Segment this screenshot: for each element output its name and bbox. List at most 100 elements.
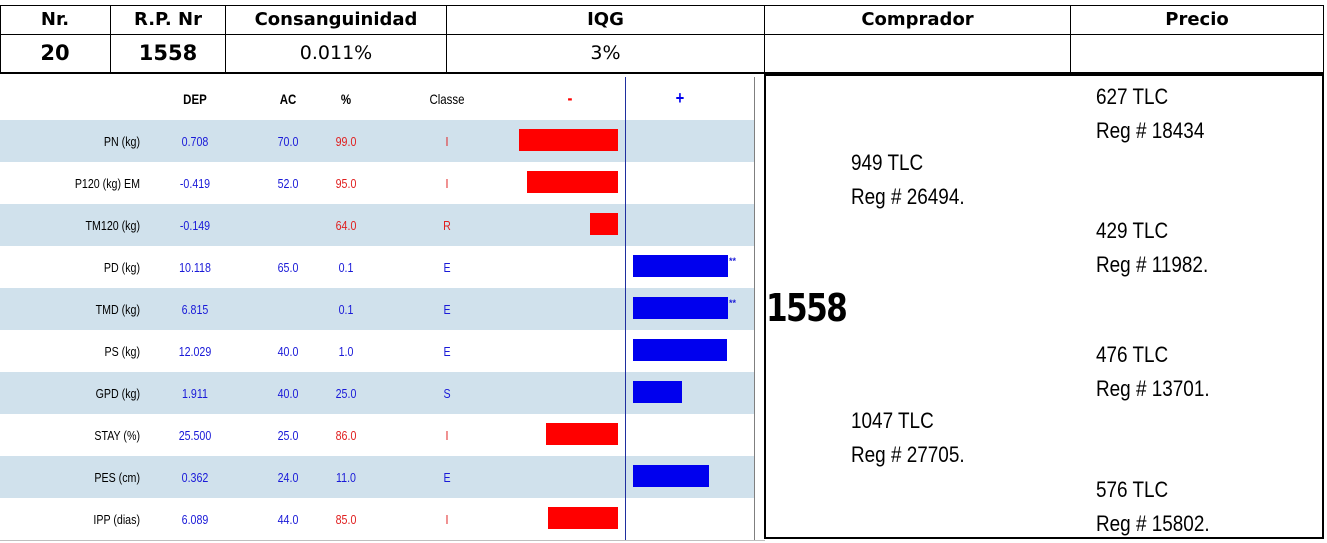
panel-bottom-border <box>0 540 765 541</box>
trait-percentile: 64.0 <box>335 217 357 233</box>
trait-percentile: 85.0 <box>335 511 357 527</box>
trait-accuracy: 65.0 <box>277 259 299 275</box>
trait-row: PN (kg) 0.708 70.0 99.0 I <box>0 120 765 162</box>
trait-row: IPP (dias) 6.089 44.0 85.0 I <box>0 498 765 540</box>
offer-reg: Reg # 18434 <box>1096 118 1205 143</box>
trait-accuracy: 44.0 <box>277 511 299 527</box>
trait-accuracy: 40.0 <box>277 385 299 401</box>
offer-block: 576 TLC Reg # 15802. <box>1096 473 1210 541</box>
nr-label: Nr. <box>0 5 111 34</box>
trait-row: P120 (kg) EM -0.419 52.0 95.0 I <box>0 162 765 204</box>
trait-row: TMD (kg) 6.815 0.1 E ** <box>0 288 765 330</box>
trait-name: PES (cm) <box>94 469 140 485</box>
trait-class: I <box>445 511 449 527</box>
positive-bar <box>633 465 709 487</box>
trait-dep: 12.029 <box>178 343 212 359</box>
trait-class: I <box>445 133 449 149</box>
trait-row: STAY (%) 25.500 25.0 86.0 I <box>0 414 765 456</box>
trait-class: E <box>443 301 451 317</box>
offer-reg: Reg # 27705. <box>851 442 965 467</box>
trait-dep: 1.911 <box>182 385 208 401</box>
trait-evaluation-panel: DEP AC % Classe - + PN (kg) 0.708 70.0 99.0… <box>0 77 765 541</box>
pct-column-header: % <box>340 90 352 107</box>
offer-price: 1047 TLC <box>851 408 934 433</box>
ac-column-header: AC <box>279 90 297 107</box>
negative-bar <box>519 129 618 151</box>
offer-block: 627 TLC Reg # 18434 <box>1096 80 1204 148</box>
trait-row: GPD (kg) 1.911 40.0 25.0 S <box>0 372 765 414</box>
positive-side-header: + <box>675 88 685 108</box>
header-top-border <box>0 5 1324 6</box>
trait-class: I <box>445 175 449 191</box>
consanguinidad-label: Consanguinidad <box>226 5 447 34</box>
trait-percentile: 0.1 <box>338 259 354 275</box>
center-axis-line <box>625 77 626 541</box>
trait-percentile: 1.0 <box>338 343 354 359</box>
negative-bar <box>546 423 618 445</box>
trait-name: GPD (kg) <box>95 385 140 401</box>
trait-dep: 0.362 <box>181 469 209 485</box>
comprador-value[interactable] <box>765 34 1071 72</box>
offer-reg: Reg # 26494. <box>851 184 965 209</box>
header-left-border <box>0 5 1 73</box>
trait-name: IPP (dias) <box>93 511 140 527</box>
trait-percentile: 86.0 <box>335 427 357 443</box>
trait-accuracy: 25.0 <box>277 427 299 443</box>
rp-nr-value: 1558 <box>111 34 226 72</box>
buyer-panel: 1558 627 TLC Reg # 18434 949 TLC Reg # 2… <box>764 74 1324 539</box>
negative-side-header: - <box>567 88 573 108</box>
trait-percentile: 11.0 <box>336 469 356 485</box>
trait-class: E <box>443 469 451 485</box>
trait-row: PS (kg) 12.029 40.0 1.0 E <box>0 330 765 372</box>
offer-reg: Reg # 13701. <box>1096 376 1210 401</box>
nr-value: 20 <box>0 34 111 72</box>
trait-name: PS (kg) <box>104 343 140 359</box>
header-mid-border <box>0 34 1324 35</box>
dep-column-header: DEP <box>183 90 207 107</box>
trait-accuracy: 70.0 <box>277 133 299 149</box>
negative-bar <box>590 213 618 235</box>
offer-reg: Reg # 11982. <box>1096 252 1209 277</box>
trait-percentile: 99.0 <box>335 133 357 149</box>
offer-block: 476 TLC Reg # 13701. <box>1096 338 1210 406</box>
trait-name: PN (kg) <box>103 133 140 149</box>
classe-column-header: Classe <box>429 90 465 107</box>
precio-value[interactable] <box>1071 34 1324 72</box>
trait-percentile: 95.0 <box>335 175 357 191</box>
trait-row: PD (kg) 10.118 65.0 0.1 E ** <box>0 246 765 288</box>
trait-percentile: 25.0 <box>335 385 357 401</box>
trait-name: STAY (%) <box>94 427 140 443</box>
trait-dep: 6.815 <box>181 301 209 317</box>
offer-block: 1047 TLC Reg # 27705. <box>851 404 965 472</box>
positive-bar <box>633 255 728 277</box>
trait-accuracy <box>265 288 311 330</box>
trait-class: E <box>443 259 451 275</box>
offer-price: 576 TLC <box>1096 477 1169 502</box>
trait-name: TMD (kg) <box>95 301 140 317</box>
trait-row: TM120 (kg) -0.149 64.0 R <box>0 204 765 246</box>
iqg-label: IQG <box>447 5 765 34</box>
trait-dep: -0.419 <box>179 175 211 191</box>
header-bottom-border <box>0 72 1324 74</box>
trait-name: TM120 (kg) <box>85 217 140 233</box>
trait-dep: -0.149 <box>179 217 211 233</box>
trait-dep: 0.708 <box>181 133 209 149</box>
trait-class: R <box>443 217 451 233</box>
animal-id-large: 1558 <box>766 286 848 330</box>
positive-bar <box>633 297 728 319</box>
trait-percentile: 0.1 <box>338 301 354 317</box>
comprador-label: Comprador <box>765 5 1071 34</box>
trait-accuracy: 24.0 <box>277 469 299 485</box>
positive-bar <box>633 339 727 361</box>
negative-bar <box>548 507 618 529</box>
trait-dep: 10.118 <box>179 259 211 275</box>
offer-price: 627 TLC <box>1096 84 1169 109</box>
trait-name: PD (kg) <box>103 259 140 275</box>
trait-class: E <box>443 343 451 359</box>
trait-row: PES (cm) 0.362 24.0 11.0 E <box>0 456 765 498</box>
offer-price: 429 TLC <box>1096 218 1169 243</box>
trait-class: I <box>445 427 449 443</box>
consanguinidad-value: 0.011% <box>226 34 447 72</box>
trait-name: P120 (kg) EM <box>74 175 140 191</box>
trait-accuracy: 40.0 <box>277 343 299 359</box>
